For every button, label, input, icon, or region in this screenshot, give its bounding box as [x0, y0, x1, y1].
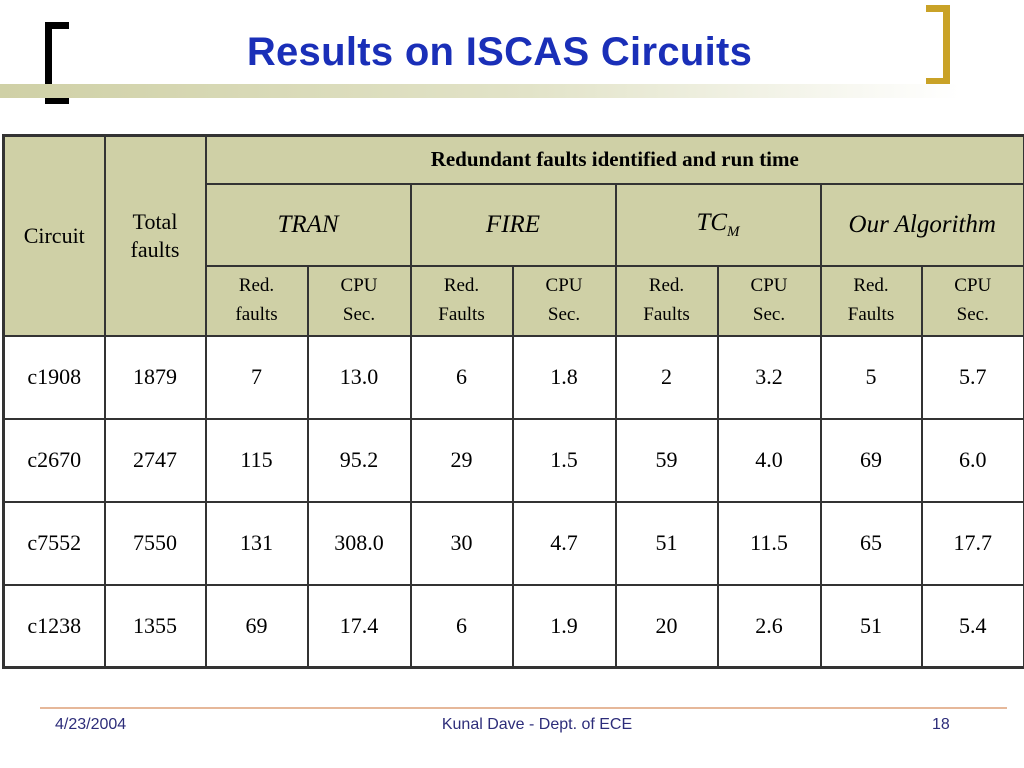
cell-total-faults: 1355 — [103, 583, 207, 669]
header-red-faults: Red. Faults — [819, 264, 923, 337]
header-red-faults-line1: Red. — [238, 275, 275, 296]
header-cpu-sec: CPU Sec. — [920, 264, 1024, 337]
cell-red-faults: 131 — [204, 500, 309, 586]
cell-cpu-sec: 6.0 — [920, 417, 1024, 503]
cell-cpu-sec: 5.7 — [920, 334, 1024, 420]
footer-author: Kunal Dave - Dept. of ECE — [441, 716, 633, 733]
header-cpu-sec-line1: CPU — [954, 275, 992, 296]
left-bracket-decoration — [45, 22, 69, 104]
header-algorithm: FIRE — [409, 182, 617, 267]
footer-page-number: 18 — [932, 716, 950, 733]
header-red-faults-line2: Faults — [438, 303, 485, 325]
header-total-faults-line2: faults — [130, 236, 180, 262]
cell-red-faults: 69 — [204, 583, 309, 669]
cell-total-faults: 7550 — [103, 500, 207, 586]
header-red-faults-line2: Faults — [643, 303, 690, 325]
cell-red-faults: 59 — [614, 417, 719, 503]
cell-red-faults: 51 — [819, 583, 923, 669]
cell-cpu-sec: 95.2 — [306, 417, 412, 503]
header-cpu-sec: CPU Sec. — [511, 264, 617, 337]
header-cpu-sec-line2: Sec. — [752, 303, 786, 325]
cell-circuit: c1238 — [2, 583, 106, 669]
cell-cpu-sec: 2.6 — [716, 583, 822, 669]
cell-circuit: c1908 — [2, 334, 106, 420]
cell-red-faults: 51 — [614, 500, 719, 586]
cell-red-faults: 115 — [204, 417, 309, 503]
header-red-faults: Red. Faults — [409, 264, 514, 337]
algorithm-label: TC — [696, 208, 728, 236]
cell-cpu-sec: 17.7 — [920, 500, 1024, 586]
cell-cpu-sec: 1.5 — [511, 417, 617, 503]
header-cpu-sec-line2: Sec. — [547, 303, 581, 325]
cell-cpu-sec: 4.7 — [511, 500, 617, 586]
cell-red-faults: 7 — [204, 334, 309, 420]
header-red-faults-line1: Red. — [443, 275, 480, 296]
header-red-faults: Red. Faults — [614, 264, 719, 337]
title-underline-band — [0, 84, 960, 98]
header-algorithm: TCM — [614, 182, 822, 267]
cell-cpu-sec: 308.0 — [306, 500, 412, 586]
header-cpu-sec: CPU Sec. — [716, 264, 822, 337]
cell-red-faults: 30 — [409, 500, 514, 586]
header-cpu-sec-line2: Sec. — [342, 303, 376, 325]
cell-cpu-sec: 11.5 — [716, 500, 822, 586]
cell-red-faults: 65 — [819, 500, 923, 586]
cell-cpu-sec: 17.4 — [306, 583, 412, 669]
header-cpu-sec: CPU Sec. — [306, 264, 412, 337]
cell-cpu-sec: 4.0 — [716, 417, 822, 503]
cell-cpu-sec: 3.2 — [716, 334, 822, 420]
cell-red-faults: 20 — [614, 583, 719, 669]
cell-red-faults: 2 — [614, 334, 719, 420]
header-red-faults-line1: Red. — [648, 275, 685, 296]
cell-circuit: c2670 — [2, 417, 106, 503]
table-row: c2670 2747 115 95.2 29 1.5 59 4.0 69 6.0 — [2, 417, 1024, 503]
cell-red-faults: 6 — [409, 583, 514, 669]
header-circuit: Circuit — [2, 134, 106, 337]
cell-cpu-sec: 13.0 — [306, 334, 412, 420]
header-cpu-sec-line1: CPU — [750, 275, 788, 296]
header-red-faults-line1: Red. — [853, 275, 889, 296]
results-table: Circuit Total faults Redundant faults id… — [2, 134, 1024, 669]
table-row: c1238 1355 69 17.4 6 1.9 20 2.6 51 5.4 — [2, 583, 1024, 669]
algorithm-label: TRAN — [277, 210, 339, 238]
algorithm-subscript: M — [727, 223, 740, 240]
header-cpu-sec-line2: Sec. — [956, 303, 989, 325]
cell-red-faults: 69 — [819, 417, 923, 503]
header-algorithm: Our Algorithm — [819, 182, 1024, 267]
cell-red-faults: 6 — [409, 334, 514, 420]
header-red-faults: Red. faults — [204, 264, 309, 337]
header-red-faults-line2: Faults — [847, 303, 895, 325]
header-group: Redundant faults identified and run time — [204, 134, 1024, 185]
header-cpu-sec-line1: CPU — [545, 275, 583, 296]
header-algorithm: TRAN — [204, 182, 412, 267]
header-total-faults-line1: Total — [132, 209, 178, 235]
cell-total-faults: 1879 — [103, 334, 207, 420]
table-row: c7552 7550 131 308.0 30 4.7 51 11.5 65 17.7 — [2, 500, 1024, 586]
cell-total-faults: 2747 — [103, 417, 207, 503]
cell-cpu-sec: 1.9 — [511, 583, 617, 669]
cell-circuit: c7552 — [2, 500, 106, 586]
header-red-faults-line2: faults — [235, 303, 278, 325]
slide-title: Results on ISCAS Circuits — [246, 30, 753, 74]
cell-red-faults: 5 — [819, 334, 923, 420]
table-row: c1908 1879 7 13.0 6 1.8 2 3.2 5 5.7 — [2, 334, 1024, 420]
cell-cpu-sec: 1.8 — [511, 334, 617, 420]
algorithm-label: FIRE — [485, 210, 541, 238]
footer-divider — [40, 707, 1007, 709]
footer-date: 4/23/2004 — [55, 716, 127, 733]
header-cpu-sec-line1: CPU — [340, 275, 378, 296]
cell-cpu-sec: 5.4 — [920, 583, 1024, 669]
right-bracket-decoration — [926, 5, 950, 85]
header-total-faults: Total faults — [103, 134, 207, 337]
cell-red-faults: 29 — [409, 417, 514, 503]
algorithm-label: Our Algorithm — [848, 210, 996, 238]
